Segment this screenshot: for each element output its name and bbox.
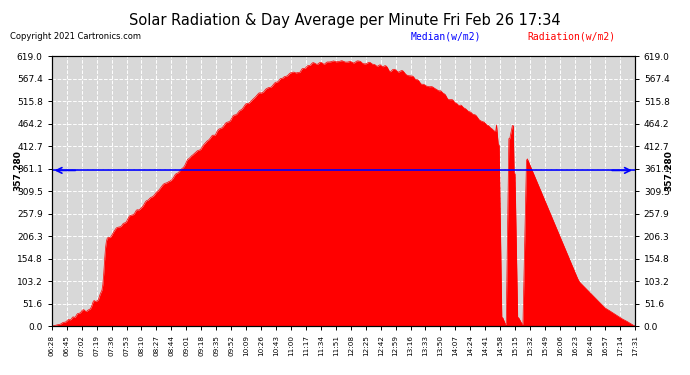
Text: Solar Radiation & Day Average per Minute Fri Feb 26 17:34: Solar Radiation & Day Average per Minute…: [129, 13, 561, 28]
Text: 357.280: 357.280: [664, 150, 673, 191]
Text: Radiation(w/m2): Radiation(w/m2): [528, 32, 616, 42]
Text: Median(w/m2): Median(w/m2): [411, 32, 481, 42]
Text: Copyright 2021 Cartronics.com: Copyright 2021 Cartronics.com: [10, 32, 141, 41]
Text: 357.280: 357.280: [13, 150, 23, 191]
